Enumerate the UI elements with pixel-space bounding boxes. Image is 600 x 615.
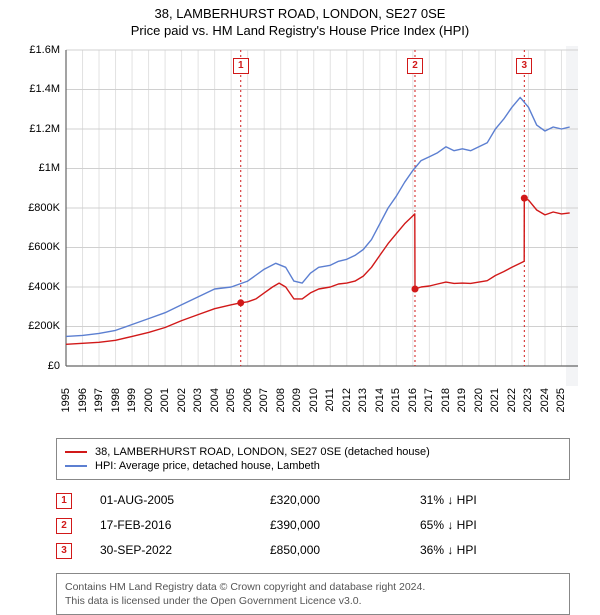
x-tick: 1997 <box>93 388 105 412</box>
event-price: £390,000 <box>270 513 420 538</box>
event-row: 1 01-AUG-2005£320,00031% ↓ HPI <box>56 488 570 513</box>
x-tick: 2022 <box>506 388 518 412</box>
event-delta: 31% ↓ HPI <box>420 488 570 513</box>
legend-item: HPI: Average price, detached house, Lamb… <box>65 459 561 473</box>
x-tick: 2007 <box>258 388 270 412</box>
x-tick: 1999 <box>126 388 138 412</box>
x-tick: 2017 <box>423 388 435 412</box>
event-marker: 3 <box>516 58 532 74</box>
x-tick: 2003 <box>192 388 204 412</box>
x-tick: 2013 <box>357 388 369 412</box>
event-row: 3 30-SEP-2022£850,00036% ↓ HPI <box>56 538 570 563</box>
title-line1: 38, LAMBERHURST ROAD, LONDON, SE27 0SE <box>12 6 588 23</box>
event-row: 2 17-FEB-2016£390,00065% ↓ HPI <box>56 513 570 538</box>
legend-item: 38, LAMBERHURST ROAD, LONDON, SE27 0SE (… <box>65 445 561 459</box>
x-tick: 2025 <box>555 388 567 412</box>
x-tick: 2020 <box>473 388 485 412</box>
x-tick: 2004 <box>209 388 221 412</box>
x-tick: 2012 <box>341 388 353 412</box>
chart: £0£200K£400K£600K£800K£1M£1.2M£1.4M£1.6M… <box>22 46 578 386</box>
attr-line1: Contains HM Land Registry data © Crown c… <box>65 580 561 594</box>
x-tick: 2010 <box>308 388 320 412</box>
event-num: 2 <box>56 518 72 534</box>
x-tick: 2016 <box>407 388 419 412</box>
event-date: 17-FEB-2016 <box>100 513 270 538</box>
event-date: 30-SEP-2022 <box>100 538 270 563</box>
x-tick: 2002 <box>176 388 188 412</box>
x-tick: 1995 <box>60 388 72 412</box>
x-tick: 2009 <box>291 388 303 412</box>
x-tick: 2005 <box>225 388 237 412</box>
legend-swatch <box>65 465 87 467</box>
x-tick: 2015 <box>390 388 402 412</box>
x-tick: 2011 <box>324 388 336 412</box>
event-price: £320,000 <box>270 488 420 513</box>
event-date: 01-AUG-2005 <box>100 488 270 513</box>
legend-swatch <box>65 451 87 453</box>
title-line2: Price paid vs. HM Land Registry's House … <box>12 23 588 40</box>
x-tick: 2024 <box>539 388 551 412</box>
x-tick: 2021 <box>489 388 501 412</box>
event-marker: 1 <box>233 58 249 74</box>
event-price: £850,000 <box>270 538 420 563</box>
x-axis-ticks: 1995 1996 1997 1998 1999 2000 2001 2002 2003 2004… <box>22 386 578 432</box>
x-tick: 2014 <box>374 388 386 412</box>
attr-line2: This data is licensed under the Open Gov… <box>65 594 561 608</box>
event-num: 3 <box>56 543 72 559</box>
x-tick: 1996 <box>77 388 89 412</box>
x-tick: 2000 <box>143 388 155 412</box>
x-tick: 2018 <box>440 388 452 412</box>
event-delta: 36% ↓ HPI <box>420 538 570 563</box>
events-table: 1 01-AUG-2005£320,00031% ↓ HPI 2 17-FEB-201… <box>56 488 570 563</box>
x-tick: 2008 <box>275 388 287 412</box>
event-delta: 65% ↓ HPI <box>420 513 570 538</box>
event-marker: 2 <box>407 58 423 74</box>
x-tick: 2019 <box>456 388 468 412</box>
legend: 38, LAMBERHURST ROAD, LONDON, SE27 0SE (… <box>56 438 570 480</box>
x-tick: 2001 <box>159 388 171 412</box>
x-tick: 1998 <box>110 388 122 412</box>
attribution: Contains HM Land Registry data © Crown c… <box>56 573 570 615</box>
x-tick: 2023 <box>522 388 534 412</box>
legend-label: HPI: Average price, detached house, Lamb… <box>95 460 320 472</box>
chart-title: 38, LAMBERHURST ROAD, LONDON, SE27 0SE P… <box>12 6 588 40</box>
legend-label: 38, LAMBERHURST ROAD, LONDON, SE27 0SE (… <box>95 446 430 458</box>
x-tick: 2006 <box>242 388 254 412</box>
chart-svg <box>22 46 578 386</box>
event-num: 1 <box>56 493 72 509</box>
